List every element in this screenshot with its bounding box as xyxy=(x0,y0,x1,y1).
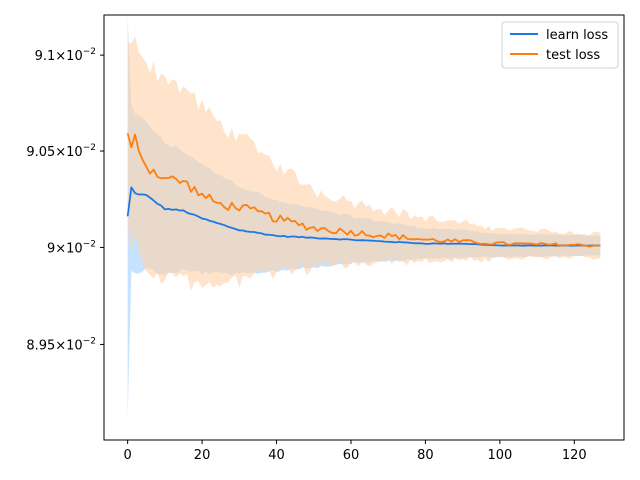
x-tick-label: 100 xyxy=(487,448,512,463)
x-tick-label: 60 xyxy=(343,448,360,463)
x-axis-ticks: 0 20 40 60 80 100 120 xyxy=(123,440,587,463)
axes-frame xyxy=(103,14,625,441)
series-line-0 xyxy=(126,186,601,247)
legend: learn loss test loss xyxy=(501,21,619,69)
y-tick-label: 9×10−2 xyxy=(47,239,96,256)
y-axis-ticks: 8.95×10−2 9×10−2 9.05×10−2 9.1×10−2 xyxy=(26,47,104,353)
y-tick-label: 8.95×10−2 xyxy=(26,336,96,353)
legend-label-1: test loss xyxy=(546,48,600,63)
x-tick-label: 40 xyxy=(268,448,285,463)
y-tick-label: 9.05×10−2 xyxy=(26,143,96,160)
series-line-1 xyxy=(126,133,601,248)
x-tick-label: 20 xyxy=(194,448,211,463)
x-tick-label: 80 xyxy=(417,448,434,463)
error-band-1 xyxy=(127,36,601,291)
series-lines xyxy=(126,133,601,248)
x-tick-label: 0 xyxy=(123,448,131,463)
legend-label-0: learn loss xyxy=(546,28,608,43)
error-bands xyxy=(127,17,601,418)
y-tick-label: 9.1×10−2 xyxy=(35,47,96,64)
x-tick-label: 120 xyxy=(562,448,587,463)
